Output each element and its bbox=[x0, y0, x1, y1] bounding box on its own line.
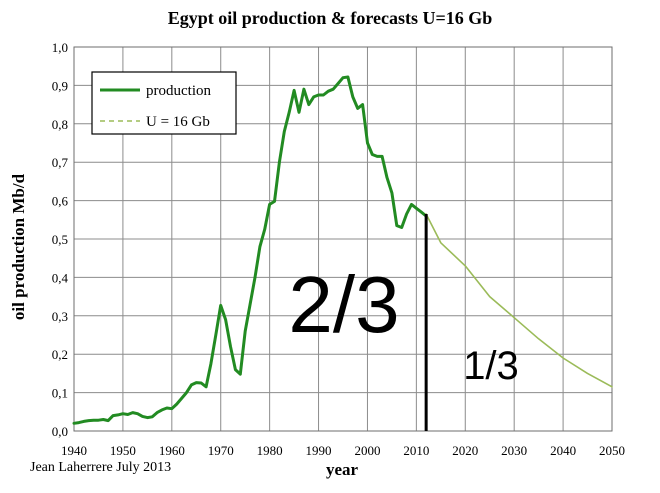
x-tick-label: 1980 bbox=[257, 443, 283, 458]
x-tick-label: 1950 bbox=[110, 443, 136, 458]
y-tick-label: 0,7 bbox=[52, 155, 69, 170]
plot-area bbox=[73, 46, 613, 432]
y-tick-label: 0,4 bbox=[52, 270, 69, 285]
author-credit: Jean Laherrere July 2013 bbox=[30, 460, 171, 475]
y-tick-label: 0,2 bbox=[52, 347, 68, 362]
x-tick-label: 2030 bbox=[501, 443, 527, 458]
y-tick-label: 0,8 bbox=[52, 117, 68, 132]
production-series-line bbox=[72, 75, 428, 425]
y-tick-label: 0,6 bbox=[52, 194, 69, 209]
annotation-one-third: 1/3 bbox=[463, 344, 519, 388]
x-axis-label: year bbox=[326, 460, 359, 479]
x-tick-label: 2000 bbox=[354, 443, 380, 458]
chart-title: Egypt oil production & forecasts U=16 Gb bbox=[168, 8, 493, 28]
y-tick-label: 0,9 bbox=[52, 78, 68, 93]
x-tick-label: 1990 bbox=[306, 443, 332, 458]
legend-label-production: production bbox=[146, 83, 211, 99]
x-tick-label: 2050 bbox=[599, 443, 625, 458]
forecast-series-line bbox=[425, 213, 613, 388]
y-tick-label: 0,0 bbox=[52, 424, 68, 439]
annotation-two-thirds: 2/3 bbox=[288, 260, 399, 349]
x-tick-label: 2040 bbox=[550, 443, 576, 458]
legend-box bbox=[91, 71, 237, 135]
y-tick-label: 1,0 bbox=[52, 40, 68, 55]
x-tick-label: 1960 bbox=[159, 443, 185, 458]
y-tick-label: 0,3 bbox=[52, 309, 68, 324]
x-tick-label: 1970 bbox=[208, 443, 234, 458]
y-tick-label: 0,1 bbox=[52, 386, 68, 401]
y-axis-label: oil production Mb/d bbox=[9, 173, 28, 320]
y-tick-label: 0,5 bbox=[52, 232, 68, 247]
x-tick-label: 2020 bbox=[452, 443, 478, 458]
legend-label-forecast: U = 16 Gb bbox=[146, 114, 210, 130]
x-tick-label: 1940 bbox=[61, 443, 87, 458]
x-tick-label: 2010 bbox=[403, 443, 429, 458]
